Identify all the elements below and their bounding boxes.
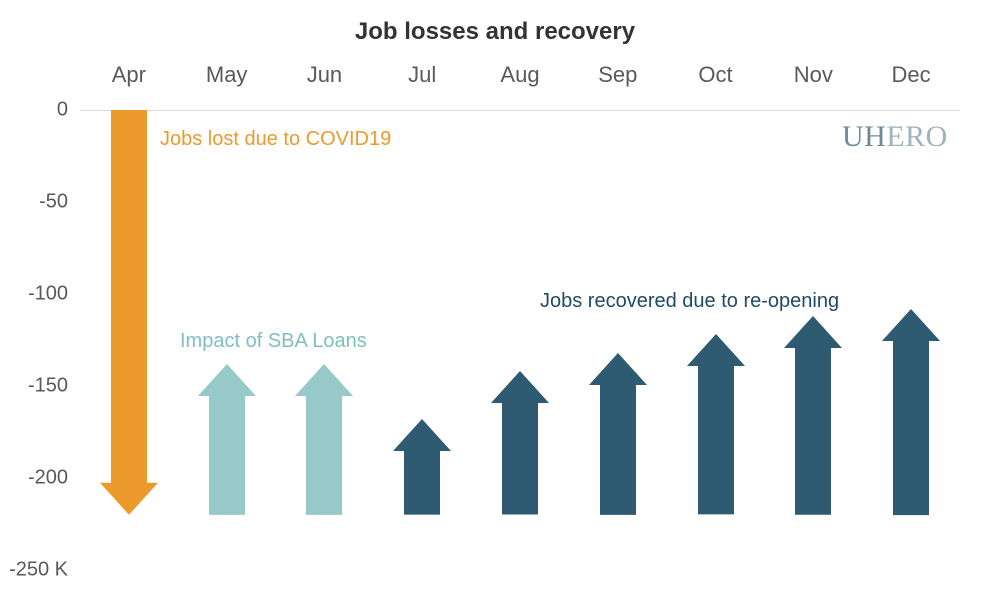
y-tick-label: -50 [39,191,68,214]
x-category-label: Aug [500,62,539,88]
uhero-logo: UHERO [842,120,948,154]
arrow-up [784,316,842,515]
arrow-down [100,110,158,515]
y-tick-label: 0 [57,99,68,122]
x-category-label: May [206,62,248,88]
x-category-label: Apr [112,62,146,88]
arrow-up [589,353,647,515]
y-tick-label: -250 K [9,559,68,582]
x-category-label: Sep [598,62,637,88]
y-tick-label: -200 [28,467,68,490]
chart-container: Job losses and recovery 0 -50 -100 -150 -200… [0,0,990,605]
annotation-label: Jobs lost due to COVID19 [160,128,391,151]
gridline-zero [80,110,960,111]
x-category-label: Jul [408,62,436,88]
x-category-label: Jun [307,62,342,88]
y-tick-label: -100 [28,283,68,306]
arrow-up [882,309,940,515]
arrow-up [393,419,451,515]
x-category-label: Oct [698,62,732,88]
annotation-label: Jobs recovered due to re-opening [540,290,839,313]
arrow-up [295,364,353,515]
y-tick-label: -150 [28,375,68,398]
x-category-label: Dec [892,62,931,88]
annotation-label: Impact of SBA Loans [180,330,367,353]
arrow-up [491,371,549,515]
arrow-up [687,334,745,514]
arrow-up [198,364,256,515]
chart-title: Job losses and recovery [0,18,990,46]
x-category-label: Nov [794,62,833,88]
